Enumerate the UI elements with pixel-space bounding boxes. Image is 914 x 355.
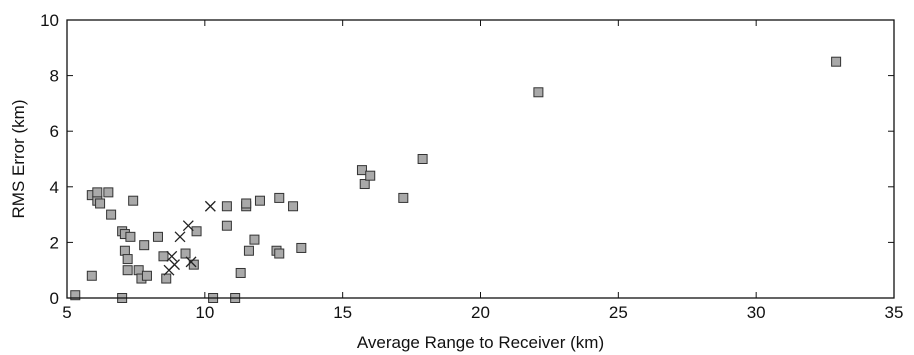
x-tick-label: 15: [333, 303, 352, 322]
square-point: [831, 56, 842, 67]
square-point: [106, 209, 117, 220]
square-point: [128, 195, 139, 206]
plot-marks: [70, 56, 842, 303]
x-point: [182, 220, 194, 232]
square-point: [235, 267, 246, 278]
x-tick-label: 5: [62, 303, 71, 322]
square-point: [254, 195, 265, 206]
x-tick-label: 10: [195, 303, 214, 322]
square-point: [191, 226, 202, 237]
square-point: [152, 231, 163, 242]
square-point: [533, 87, 544, 98]
square-point: [103, 187, 114, 198]
y-tick-label: 10: [40, 11, 59, 30]
square-point: [86, 270, 97, 281]
square-point: [398, 192, 409, 203]
square-point: [161, 273, 172, 284]
x-tick-label: 20: [471, 303, 490, 322]
square-point: [158, 251, 169, 262]
y-tick-label: 0: [50, 289, 59, 308]
square-point: [241, 198, 252, 209]
x-tick-label: 35: [885, 303, 904, 322]
square-point: [417, 154, 428, 164]
square-point: [133, 265, 144, 276]
square-point: [125, 231, 136, 242]
square-point: [221, 201, 232, 212]
square-point: [249, 234, 260, 245]
square-point: [274, 248, 285, 259]
square-point: [95, 198, 106, 209]
y-axis-label: RMS Error (km): [9, 100, 28, 219]
square-point: [122, 254, 133, 265]
square-point: [92, 187, 103, 198]
y-tick-label: 8: [50, 67, 59, 86]
x-tick-label: 25: [609, 303, 628, 322]
square-point: [141, 270, 152, 281]
x-axis-label: Average Range to Receiver (km): [357, 333, 604, 352]
x-point: [185, 256, 197, 268]
plot-frame: [66, 19, 895, 299]
square-point: [119, 245, 130, 256]
square-point: [359, 179, 370, 190]
square-point: [70, 290, 81, 301]
square-point: [180, 248, 191, 259]
square-point: [356, 165, 367, 176]
x-point: [204, 200, 216, 212]
axis-ticks: 5 10 15 20 25 30 35 0 2 4 6 8 10: [40, 11, 903, 322]
x-tick-label: 30: [747, 303, 766, 322]
y-tick-label: 6: [50, 122, 59, 141]
x-point: [169, 259, 180, 271]
square-point: [274, 192, 285, 203]
square-point: [243, 245, 254, 256]
square-point: [296, 242, 307, 253]
square-point: [139, 240, 150, 251]
x-point: [174, 231, 186, 243]
square-point: [122, 265, 133, 276]
x-point: [166, 250, 178, 262]
square-point: [365, 170, 376, 181]
square-point: [221, 220, 232, 231]
y-tick-label: 4: [50, 178, 59, 197]
square-point: [288, 201, 299, 212]
y-tick-label: 2: [50, 233, 59, 252]
